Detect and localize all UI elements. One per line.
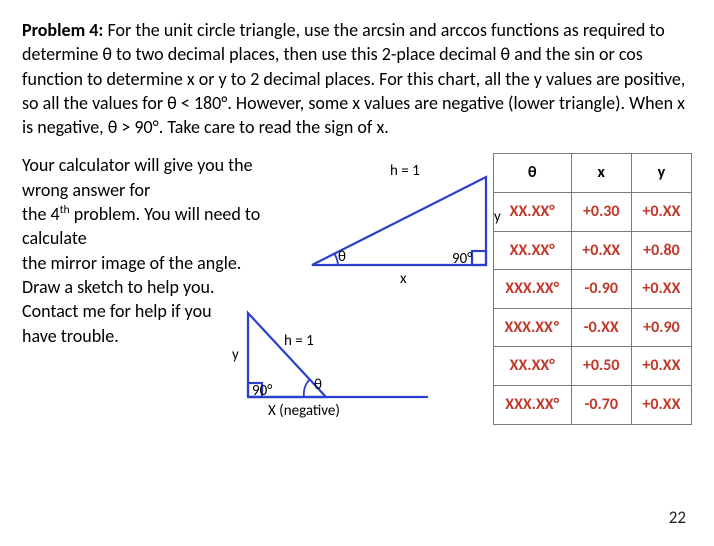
cell-y: +0.XX <box>631 193 691 232</box>
table-row: XX.XX° +0.30 +0.XX <box>493 193 691 232</box>
problem-text-e: > 90°. Take care to read the sign of x. <box>117 116 388 138</box>
hint-line-1b-pre: the 4 <box>22 203 60 225</box>
table-row: XX.XX° +0.XX +0.80 <box>493 231 691 270</box>
problem-theta-1: θ <box>102 43 112 65</box>
hint-line-1b-sup: th <box>60 203 70 217</box>
cell-theta: XXX.XX° <box>493 270 571 309</box>
problem-theta-4: θ <box>108 116 118 138</box>
cell-theta: XXX.XX° <box>493 386 571 425</box>
lower-xneg-label: X (negative) <box>268 401 340 421</box>
table-row: XX.XX° +0.50 +0.XX <box>493 347 691 386</box>
diagram-area: h = 1 90° θ x y h = 1 90° θ <box>296 153 487 413</box>
hint-line-5: have trouble. <box>22 325 119 347</box>
problem-paragraph: Problem 4: For the unit circle triangle,… <box>22 18 692 139</box>
lower-h-label: h = 1 <box>284 331 314 351</box>
hint-line-4: Contact me for help if you <box>22 300 212 322</box>
table-row: XXX.XX° -0.90 +0.XX <box>493 270 691 309</box>
problem-theta-3: θ <box>167 92 177 114</box>
header-x: x <box>571 154 631 193</box>
cell-y: +0.XX <box>631 347 691 386</box>
upper-x-label: x <box>400 269 407 289</box>
cell-y: +0.XX <box>631 386 691 425</box>
cell-y: +0.80 <box>631 231 691 270</box>
lower-triangle: h = 1 90° θ y X (negative) <box>238 301 468 427</box>
data-table: θ x y XX.XX° +0.30 +0.XX XX.XX° +0.XX +0… <box>493 153 692 424</box>
hint-line-1a: Your calculator will give you the wrong … <box>22 154 253 200</box>
lower-y-label: y <box>232 345 239 365</box>
data-table-wrap: θ x y XX.XX° +0.30 +0.XX XX.XX° +0.XX +0… <box>493 153 692 424</box>
hint-line-3: Draw a sketch to help you. <box>22 276 214 298</box>
cell-x: -0.90 <box>571 270 631 309</box>
hint-line-2: the mirror image of the angle. <box>22 252 241 274</box>
cell-theta: XXX.XXº <box>493 308 571 347</box>
problem-text-b: to two decimal places, then use this 2-p… <box>112 43 501 65</box>
cell-x: +0.50 <box>571 347 631 386</box>
upper-y-label: y <box>494 207 501 227</box>
upper-theta-label: θ <box>338 247 346 267</box>
cell-theta: XX.XX° <box>493 347 571 386</box>
lower-theta-label: θ <box>314 375 322 395</box>
upper-h-label: h = 1 <box>390 161 420 181</box>
problem-theta-2: θ <box>501 43 511 65</box>
cell-theta: XX.XX° <box>493 193 571 232</box>
table-row: XXX.XX° -0.70 +0.XX <box>493 386 691 425</box>
problem-label: Problem 4: <box>22 19 103 41</box>
upper-right-angle-label: 90° <box>452 249 472 269</box>
header-y: y <box>631 154 691 193</box>
page-number: 22 <box>669 507 686 530</box>
table-row: XXX.XXº -0.XX +0.90 <box>493 308 691 347</box>
upper-triangle: h = 1 90° θ x y <box>304 163 504 287</box>
cell-x: +0.XX <box>571 231 631 270</box>
cell-x: +0.30 <box>571 193 631 232</box>
cell-x: -0.70 <box>571 386 631 425</box>
cell-y: +0.90 <box>631 308 691 347</box>
cell-theta: XX.XX° <box>493 231 571 270</box>
cell-x: -0.XX <box>571 308 631 347</box>
cell-y: +0.XX <box>631 270 691 309</box>
header-theta: θ <box>493 154 571 193</box>
table-header-row: θ x y <box>493 154 691 193</box>
lower-right-angle-label: 90° <box>252 381 272 401</box>
